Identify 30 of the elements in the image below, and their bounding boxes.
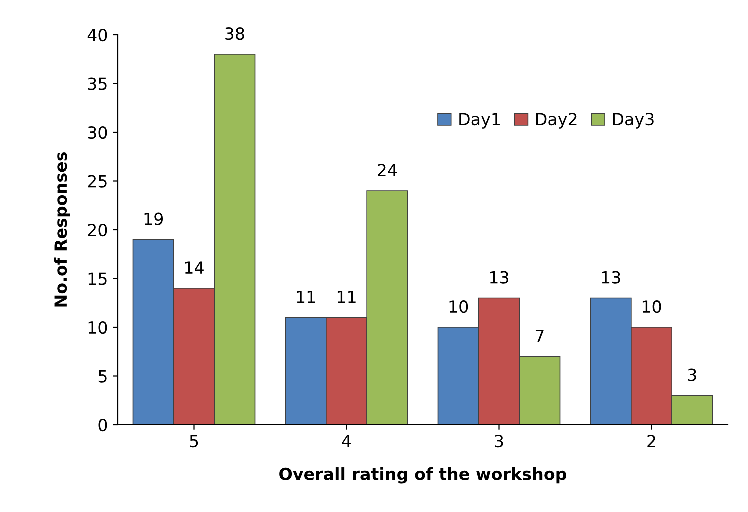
data-label: 13 [490, 271, 509, 284]
y-tick-label: 15 [88, 272, 107, 286]
x-tick-label: 2 [648, 435, 656, 448]
data-label: 3 [688, 368, 696, 382]
x-axis-title: Overall rating of the workshop [280, 468, 567, 484]
data-label: 7 [536, 330, 544, 342]
x-tick-label: 4 [342, 435, 352, 448]
x-tick-label: 3 [495, 435, 504, 448]
legend-label: Day1 [460, 113, 500, 129]
x-tick-label: 5 [190, 435, 198, 448]
y-tick-label: 25 [88, 175, 107, 188]
legend-label: Day3 [613, 113, 654, 129]
data-label: 10 [450, 300, 468, 314]
data-label: 38 [226, 28, 244, 40]
data-label: 13 [602, 271, 620, 284]
data-label: 24 [378, 164, 398, 176]
y-tick-label: 0 [98, 418, 108, 432]
y-tick-label: 20 [88, 224, 108, 237]
y-axis-title: No.of Responses [54, 152, 70, 307]
data-label: 10 [642, 300, 662, 314]
y-tick-label: 30 [88, 126, 108, 140]
y-tick-label: 35 [88, 78, 107, 90]
y-tick-label: 5 [98, 370, 107, 383]
data-label: 11 [338, 291, 356, 304]
legend-label: Day2 [536, 113, 577, 129]
y-tick-label: 40 [88, 28, 108, 42]
y-tick-label: 10 [88, 321, 108, 334]
data-label: 19 [144, 212, 164, 226]
data-label: 14 [185, 262, 204, 274]
data-label: 11 [297, 291, 316, 304]
